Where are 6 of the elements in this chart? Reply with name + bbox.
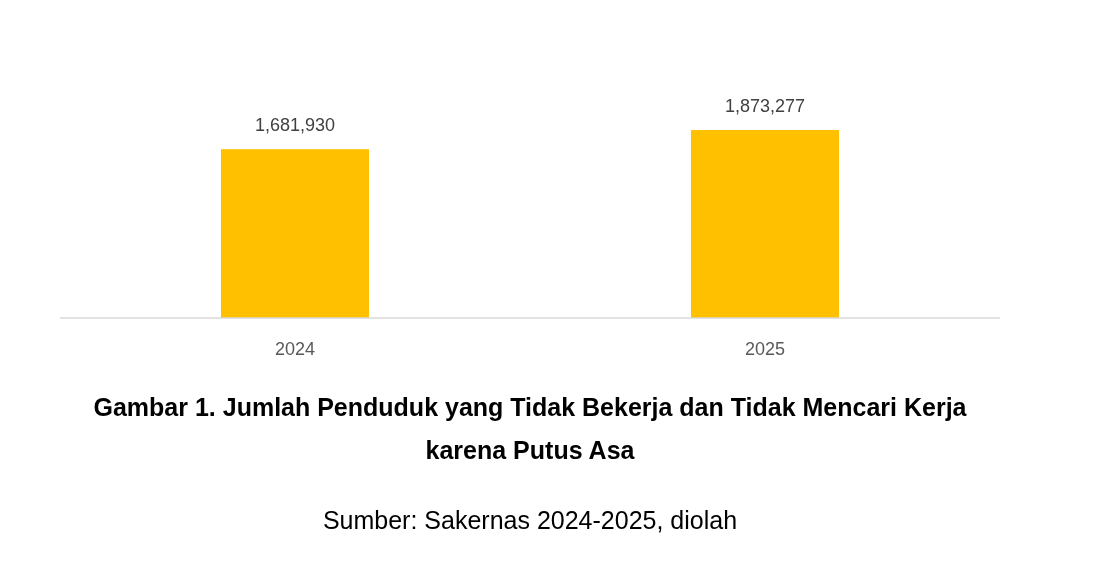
text: Gambar 1. Jumlah Penduduk yang Tidak Bekerja dan Tidak Mencari Kerja karena Putus Asa <box>92 392 968 466</box>
text: Sumber: Sakernas 2024-2025, diolah <box>321 506 739 535</box>
x-tick-label: 2025 <box>744 339 786 359</box>
x-tick-label: 2024 <box>274 339 316 359</box>
data-label: 1,873,277 <box>724 96 806 116</box>
data-label: 1,681,930 <box>254 115 336 136</box>
